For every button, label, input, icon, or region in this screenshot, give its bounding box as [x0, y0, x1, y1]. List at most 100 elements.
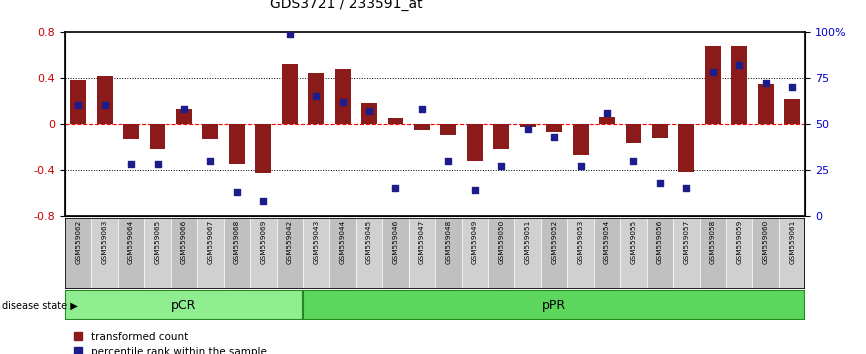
- Bar: [758, 84, 773, 124]
- Point: [204, 158, 217, 164]
- Point: [442, 158, 456, 164]
- Point: [177, 106, 191, 112]
- Bar: [785, 98, 800, 124]
- Bar: [361, 103, 377, 124]
- Point: [362, 108, 376, 114]
- Text: GSM559067: GSM559067: [207, 220, 213, 264]
- Bar: [441, 124, 456, 135]
- Text: GSM559066: GSM559066: [181, 220, 187, 264]
- Bar: [65, 218, 92, 289]
- Bar: [494, 124, 509, 149]
- Text: GSM559048: GSM559048: [445, 220, 451, 264]
- Bar: [414, 124, 430, 130]
- Point: [706, 69, 720, 75]
- Bar: [435, 218, 462, 289]
- Text: GSM559053: GSM559053: [578, 220, 584, 264]
- Point: [415, 106, 429, 112]
- Bar: [382, 218, 409, 289]
- Bar: [726, 218, 753, 289]
- Bar: [329, 218, 356, 289]
- Text: GSM559058: GSM559058: [710, 220, 716, 264]
- Text: GSM559056: GSM559056: [657, 220, 663, 264]
- Bar: [250, 218, 276, 289]
- Legend: transformed count, percentile rank within the sample: transformed count, percentile rank withi…: [70, 327, 271, 354]
- Bar: [753, 218, 779, 289]
- Bar: [705, 46, 721, 124]
- Bar: [123, 124, 139, 139]
- Point: [98, 103, 112, 108]
- Bar: [97, 76, 113, 124]
- Point: [256, 198, 270, 204]
- Point: [283, 31, 297, 36]
- Bar: [409, 218, 435, 289]
- Bar: [65, 290, 303, 320]
- Point: [229, 189, 243, 195]
- Text: GSM559065: GSM559065: [154, 220, 160, 264]
- Text: GSM559062: GSM559062: [75, 220, 81, 264]
- Point: [494, 164, 508, 169]
- Bar: [281, 64, 298, 124]
- Bar: [700, 218, 726, 289]
- Point: [468, 187, 481, 193]
- Bar: [303, 290, 805, 320]
- Bar: [145, 218, 171, 289]
- Text: GSM559043: GSM559043: [313, 220, 320, 264]
- Point: [336, 99, 350, 105]
- Text: GSM559050: GSM559050: [498, 220, 504, 264]
- Bar: [356, 218, 382, 289]
- Bar: [462, 218, 488, 289]
- Text: GSM559046: GSM559046: [392, 220, 398, 264]
- Bar: [197, 218, 223, 289]
- Point: [520, 127, 534, 132]
- Bar: [541, 218, 567, 289]
- Text: GSM559054: GSM559054: [604, 220, 610, 264]
- Point: [151, 161, 165, 167]
- Bar: [118, 218, 145, 289]
- Point: [627, 158, 641, 164]
- Bar: [92, 218, 118, 289]
- Text: GSM559069: GSM559069: [261, 220, 266, 264]
- Bar: [625, 124, 642, 143]
- Point: [733, 62, 746, 68]
- Point: [124, 161, 138, 167]
- Text: GSM559045: GSM559045: [366, 220, 372, 264]
- Bar: [520, 124, 536, 127]
- Bar: [308, 73, 324, 124]
- Bar: [488, 218, 514, 289]
- Text: GSM559044: GSM559044: [339, 220, 346, 264]
- Text: pCR: pCR: [171, 299, 197, 312]
- Point: [600, 110, 614, 116]
- Text: GSM559055: GSM559055: [630, 220, 637, 264]
- Bar: [779, 218, 805, 289]
- Point: [547, 134, 561, 139]
- Bar: [731, 46, 747, 124]
- Text: GSM559061: GSM559061: [789, 220, 795, 264]
- Point: [389, 185, 403, 191]
- Text: GSM559052: GSM559052: [551, 220, 557, 264]
- Bar: [255, 124, 271, 173]
- Bar: [620, 218, 647, 289]
- Text: pPR: pPR: [542, 299, 566, 312]
- Bar: [70, 80, 86, 124]
- Text: GSM559047: GSM559047: [419, 220, 425, 264]
- Text: GSM559051: GSM559051: [525, 220, 531, 264]
- Text: GSM559063: GSM559063: [101, 220, 107, 264]
- Bar: [203, 124, 218, 139]
- Bar: [678, 124, 695, 172]
- Text: GSM559059: GSM559059: [736, 220, 742, 264]
- Text: GSM559060: GSM559060: [763, 220, 769, 264]
- Bar: [546, 124, 562, 132]
- Bar: [514, 218, 541, 289]
- Bar: [594, 218, 620, 289]
- Bar: [334, 69, 351, 124]
- Text: GSM559049: GSM559049: [472, 220, 478, 264]
- Bar: [276, 218, 303, 289]
- Bar: [647, 218, 673, 289]
- Point: [653, 180, 667, 185]
- Point: [573, 164, 587, 169]
- Text: GSM559068: GSM559068: [234, 220, 240, 264]
- Text: GSM559064: GSM559064: [128, 220, 134, 264]
- Bar: [176, 109, 192, 124]
- Bar: [572, 124, 589, 155]
- Point: [680, 185, 694, 191]
